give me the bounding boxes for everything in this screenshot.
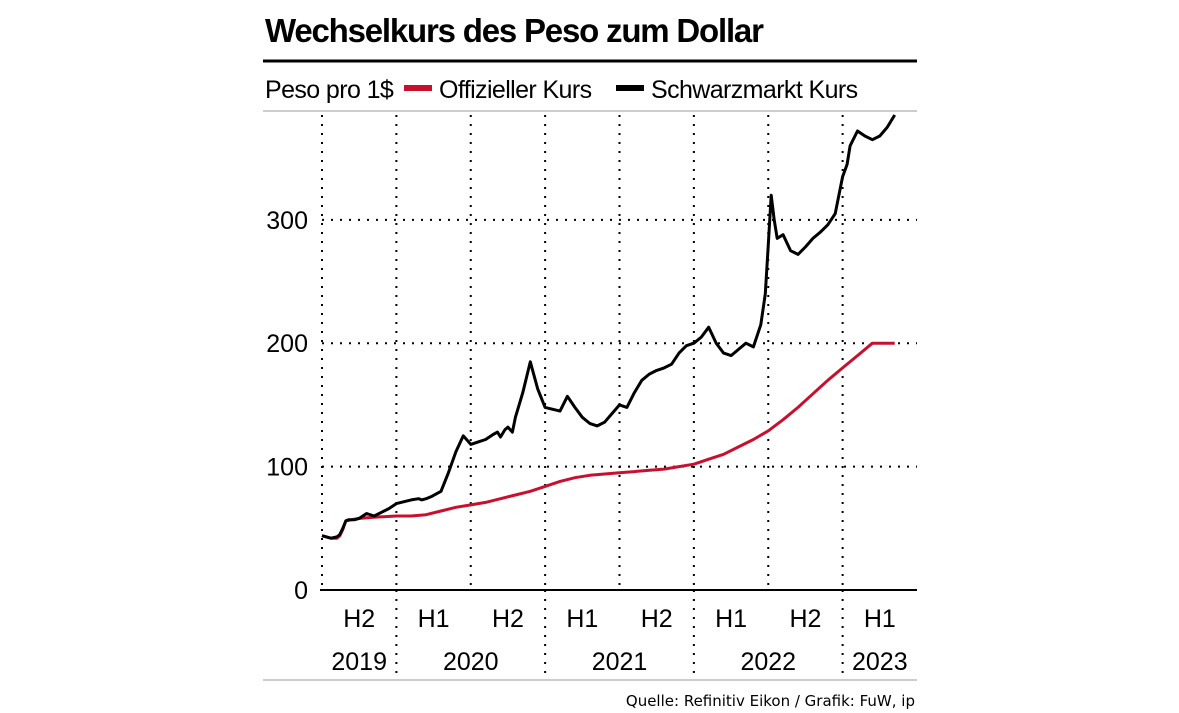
legend-label-black-market: Schwarzmarkt Kurs (651, 76, 858, 104)
x-tick-half-year: H2 (789, 605, 821, 633)
x-tick-year: 2020 (443, 648, 499, 676)
y-tick-label: 300 (266, 207, 308, 235)
legend-label-official: Offizieller Kurs (439, 76, 592, 104)
line-black-market-rate (321, 114, 896, 540)
x-tick-half-year: H1 (715, 605, 747, 633)
source-note: Quelle: Refinitiv Eikon / Grafik: FuW, i… (626, 692, 915, 710)
x-tick-half-year: H2 (343, 605, 375, 633)
legend: Offizieller Kurs Schwarzmarkt Kurs (404, 76, 858, 104)
x-tick-half-year: H1 (864, 605, 896, 633)
x-tick-year: 2019 (331, 648, 387, 676)
line-official-rate (321, 341, 895, 540)
y-axis-ticks: 0 100 200 300 (266, 207, 308, 605)
x-tick-half-year: H1 (418, 605, 450, 633)
y-axis-label: Peso pro 1$ (265, 76, 394, 104)
x-tick-half-year: H1 (566, 605, 598, 633)
chart-title: Wechselkurs des Peso zum Dollar (265, 12, 764, 49)
series-lines (321, 114, 896, 540)
gridlines (321, 115, 917, 590)
x-tick-half-year: H2 (641, 605, 673, 633)
y-tick-label: 0 (294, 577, 308, 605)
y-tick-label: 200 (266, 330, 308, 358)
x-tick-year: 2021 (592, 648, 648, 676)
x-tick-year: 2023 (852, 648, 908, 676)
x-tick-half-year: H2 (492, 605, 524, 633)
x-axis-labels: H2 H1 H2 H1 H2 H1 H2 H1 2019 2020 2021 2022 2023 (331, 590, 908, 680)
y-tick-label: 100 (266, 454, 308, 482)
x-tick-year: 2022 (740, 648, 796, 676)
